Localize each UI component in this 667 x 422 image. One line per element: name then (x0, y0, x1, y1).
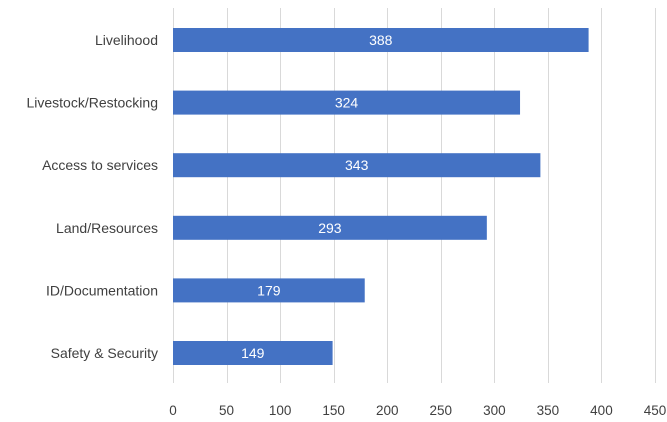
data-label: 179 (257, 282, 281, 298)
category-label: Access to services (42, 157, 158, 173)
x-axis-tick-labels: 0 50 100 150 200 250 300 350 400 450 (169, 403, 666, 418)
x-tick-label: 400 (590, 403, 613, 418)
gridlines (173, 8, 656, 383)
x-tick-label: 300 (483, 403, 506, 418)
x-tick-label: 450 (644, 403, 667, 418)
x-tick-label: 250 (430, 403, 453, 418)
x-tick-label: 350 (537, 403, 560, 418)
data-label: 388 (369, 32, 393, 48)
category-label: Livestock/Restocking (26, 95, 158, 111)
x-tick-label: 100 (269, 403, 292, 418)
data-label: 324 (335, 95, 359, 111)
category-label: Land/Resources (56, 220, 158, 236)
x-tick-label: 150 (322, 403, 345, 418)
bars: 388 324 343 293 179 149 (173, 28, 589, 365)
category-label: Safety & Security (51, 345, 158, 361)
bar (173, 278, 365, 303)
data-label: 149 (241, 345, 265, 361)
bar (173, 28, 589, 52)
x-tick-label: 200 (376, 403, 399, 418)
x-tick-label: 50 (219, 403, 234, 418)
data-label: 343 (345, 157, 369, 173)
category-label: ID/Documentation (46, 282, 158, 298)
data-label: 293 (318, 220, 342, 236)
x-tick-label: 0 (169, 403, 177, 418)
bar (173, 215, 487, 240)
category-labels: Livelihood Livestock/Restocking Access to … (26, 32, 158, 361)
category-label: Livelihood (95, 32, 158, 48)
bar (173, 341, 333, 365)
bar (173, 153, 541, 178)
bar (173, 90, 521, 115)
